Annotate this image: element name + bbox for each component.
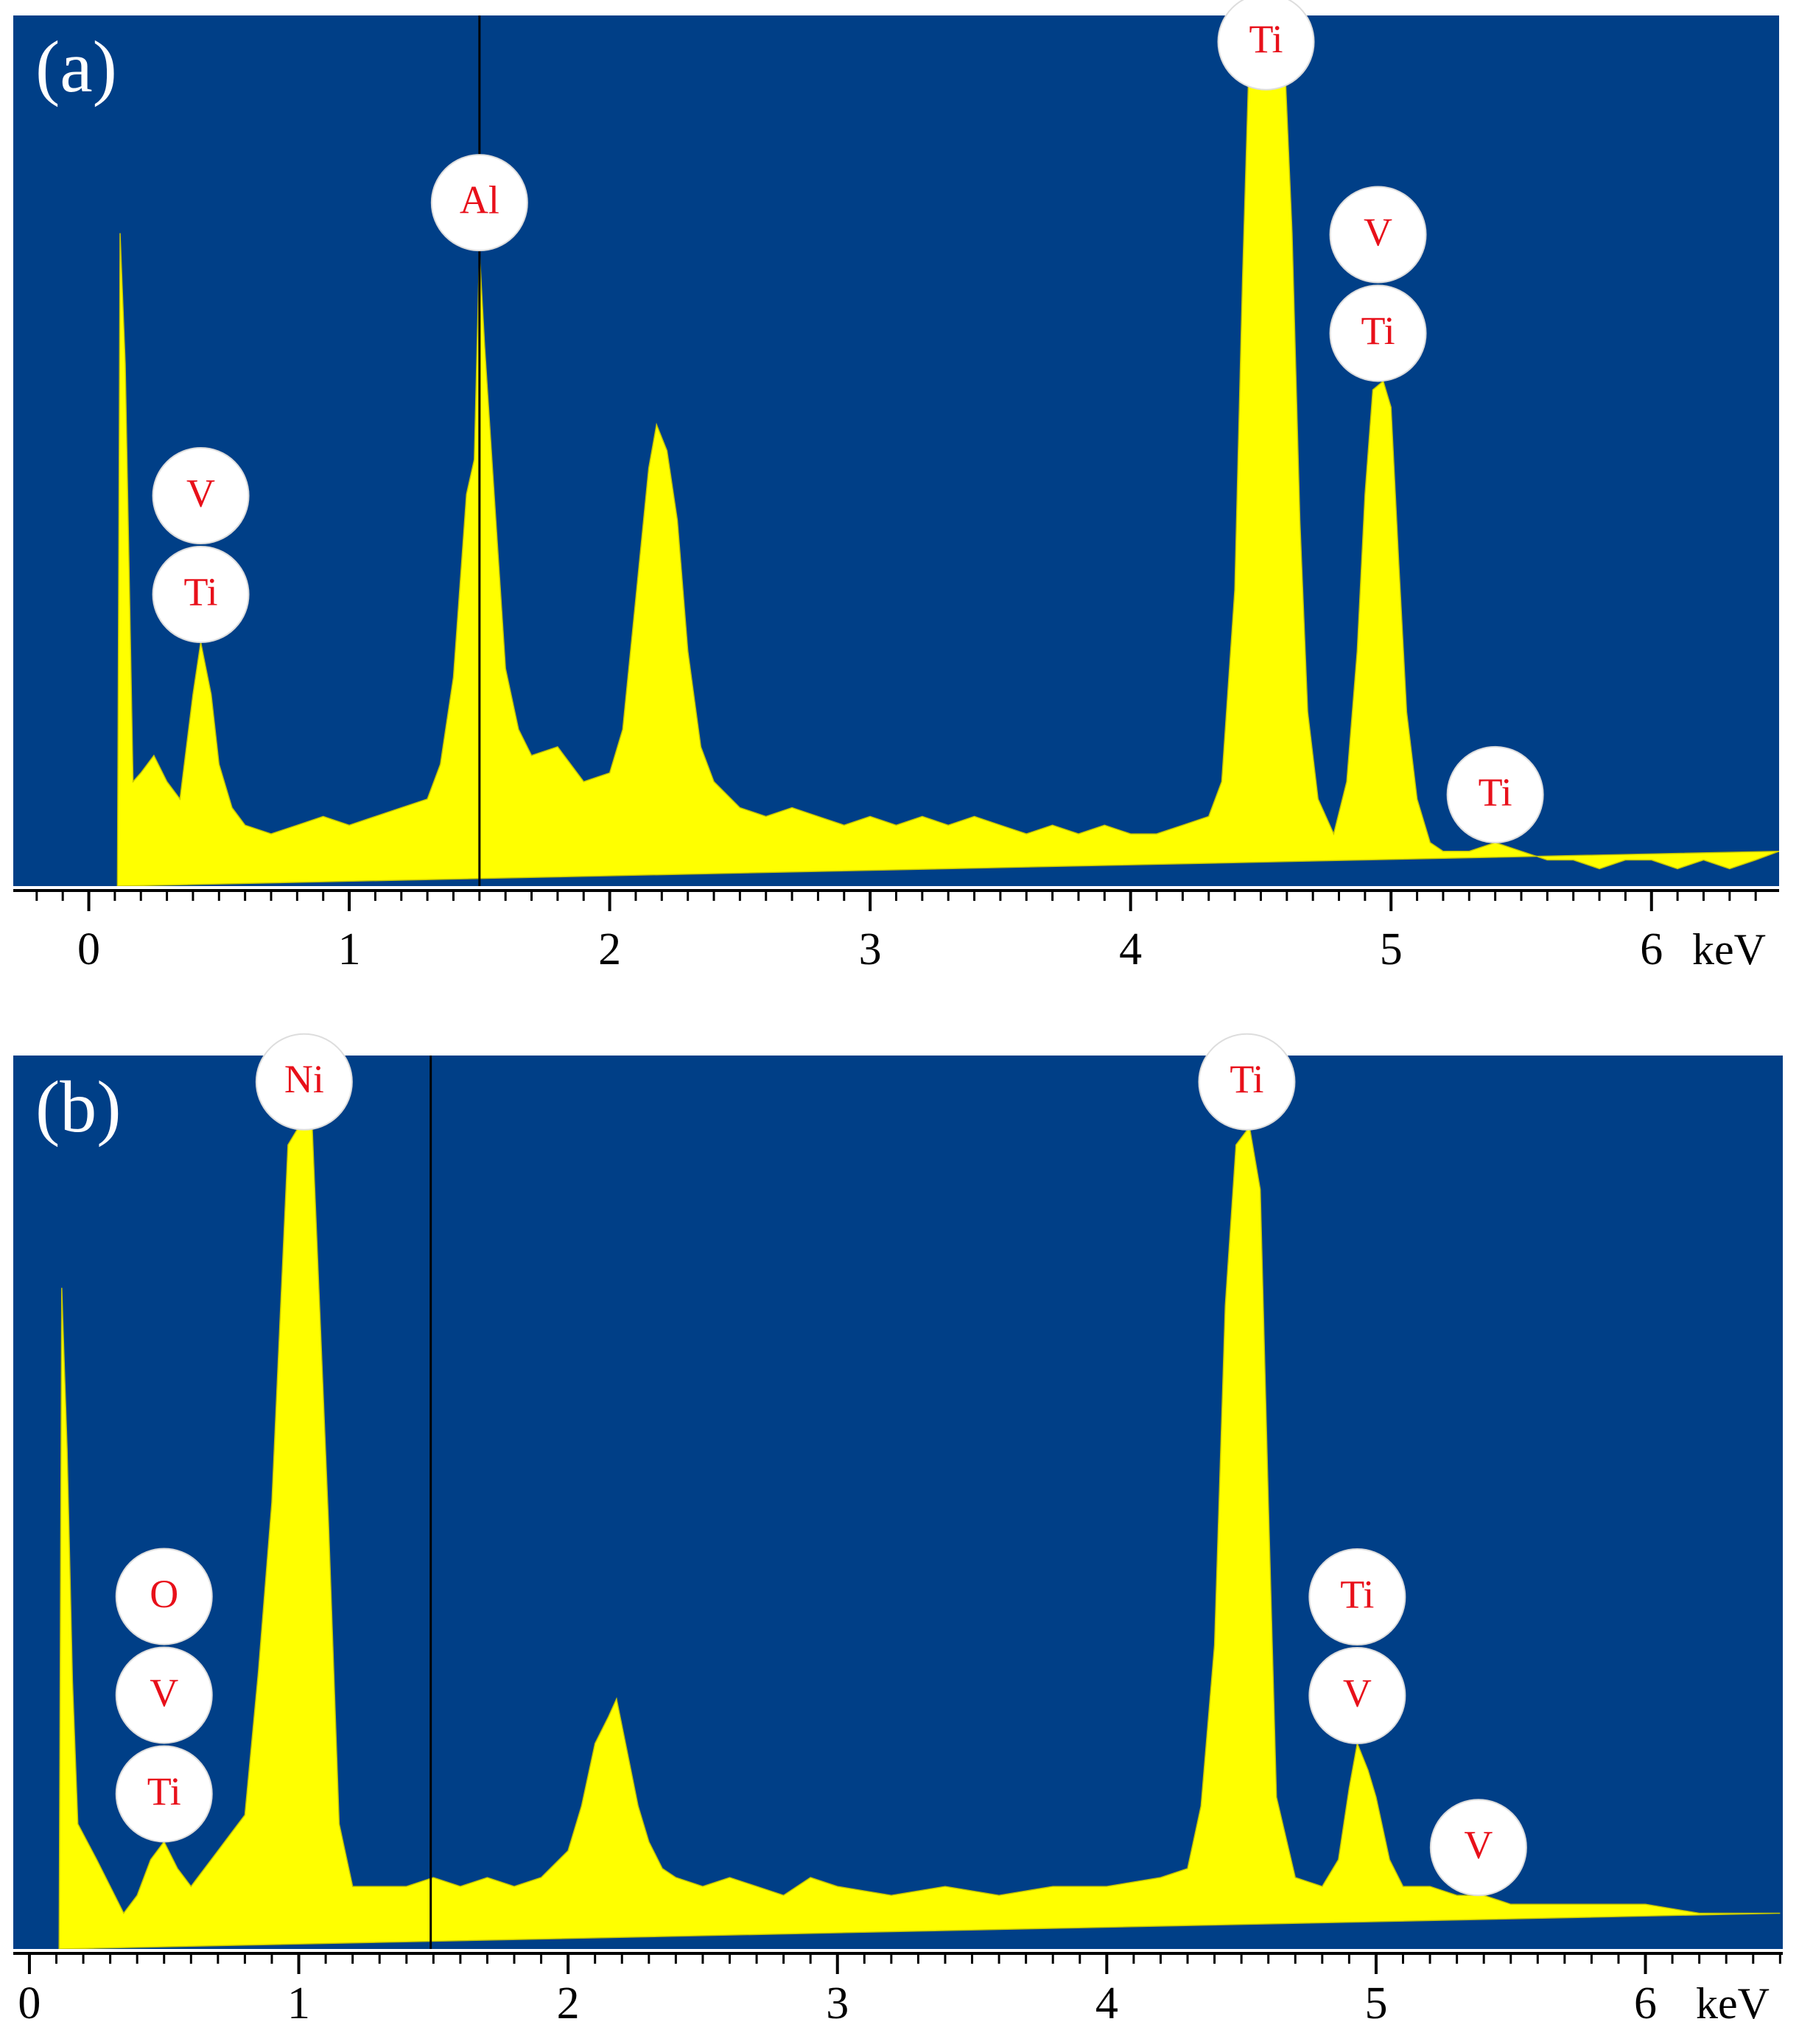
x-tick-label: 1: [287, 1978, 310, 2029]
peak-label: V: [1343, 1671, 1372, 1715]
x-tick-label: 4: [1095, 1978, 1118, 2029]
peak-bubble: [1429, 1799, 1527, 1897]
peak-label: Ti: [1479, 770, 1512, 814]
x-tick-label: 5: [1380, 924, 1403, 974]
peak-bubble: [255, 1033, 353, 1131]
x-tick-label: 3: [826, 1978, 849, 2029]
peak-label: V: [150, 1671, 178, 1715]
peak-label: Ti: [1249, 17, 1283, 61]
peak-bubble: [1308, 1548, 1406, 1646]
panel-label: (a): [35, 26, 117, 108]
x-tick-label: 1: [338, 924, 361, 974]
peak-bubble: [115, 1646, 213, 1744]
plot-background: [13, 15, 1779, 886]
peak-label: V: [186, 471, 215, 515]
peak-label: Al: [460, 178, 499, 222]
spectrum-area: [116, 15, 1779, 886]
x-tick-label: 3: [859, 924, 882, 974]
peak-bubble: [1198, 1033, 1296, 1131]
peak-bubble: [1329, 284, 1427, 382]
x-tick-label: 5: [1364, 1978, 1387, 2029]
spectrum-area: [58, 1125, 1781, 1949]
peak-label: Ti: [1340, 1572, 1374, 1616]
x-tick-label: 6: [1640, 924, 1663, 974]
peak-bubble: [115, 1745, 213, 1843]
peak-label: Ni: [284, 1057, 324, 1101]
peak-label: V: [1464, 1823, 1493, 1867]
x-unit: keV: [1692, 925, 1766, 974]
panel-label: (b): [35, 1066, 122, 1148]
x-unit: keV: [1696, 1979, 1770, 2028]
peak-bubble: [1217, 0, 1315, 91]
spectrum-panel: 0 1 2 3 4 5 6 keV (b) O V Ti Ni Ti Ti V V: [13, 1033, 1783, 2029]
peak-label: Ti: [147, 1769, 181, 1813]
peak-bubble: [152, 546, 250, 644]
x-tick-label: 0: [18, 1978, 41, 2029]
peak-label: Ti: [1361, 309, 1395, 353]
peak-label: O: [150, 1572, 178, 1616]
peak-bubble: [152, 447, 250, 545]
peak-label: Ti: [1230, 1057, 1263, 1101]
x-tick-label: 0: [77, 924, 100, 974]
peak-bubble: [1329, 186, 1427, 284]
x-tick-label: 6: [1634, 1978, 1657, 2029]
peak-bubble: [115, 1548, 213, 1646]
spectrum-panel: 0 1 2 3 4 5 6 keV (a) V Ti Al Ti V Ti Ti: [13, 0, 1779, 974]
peak-bubble: [1446, 745, 1544, 843]
x-tick-label: 2: [557, 1978, 580, 2029]
x-tick-label: 4: [1119, 924, 1142, 974]
peak-label: Ti: [184, 569, 218, 614]
peak-bubble: [430, 154, 528, 252]
peak-bubble: [1308, 1647, 1406, 1745]
peak-label: V: [1364, 210, 1392, 254]
x-tick-label: 2: [598, 924, 621, 974]
